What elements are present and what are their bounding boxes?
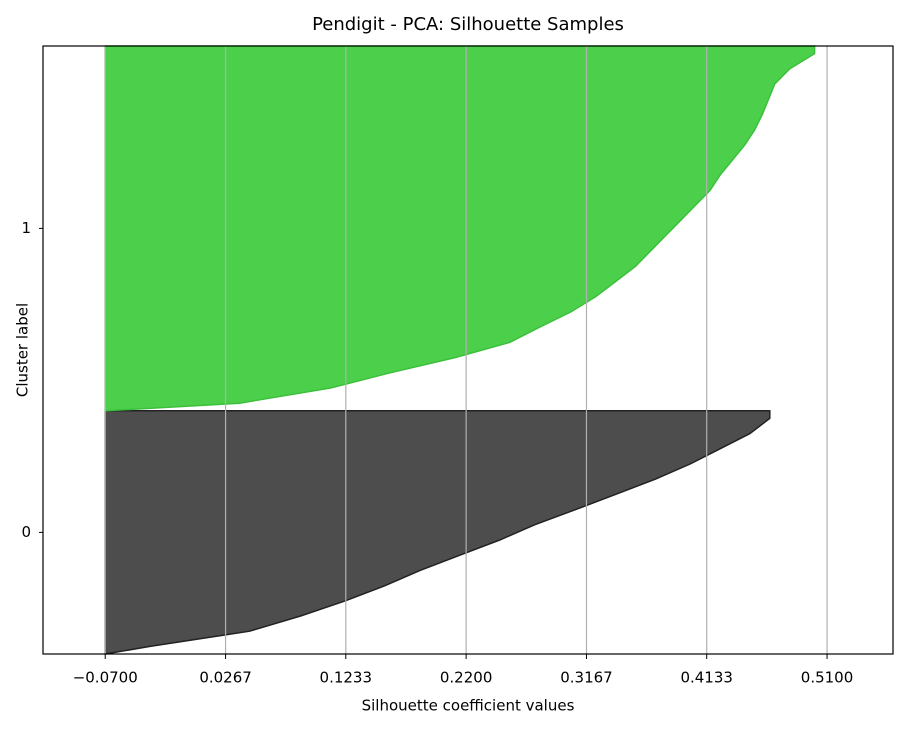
x-tick-label: 0.0267 — [199, 669, 252, 687]
y-axis-label: Cluster label — [14, 303, 32, 397]
x-tick-label: 0.2200 — [440, 669, 493, 687]
plot-frame — [42, 45, 894, 655]
silhouette-area — [104, 45, 816, 412]
x-tick-label: −0.0700 — [73, 669, 138, 687]
x-tick-label: 0.5100 — [801, 669, 854, 687]
y-tick-label: 0 — [21, 523, 31, 541]
x-tick-label: 0.3167 — [560, 669, 613, 687]
x-tick-label: 0.4133 — [680, 669, 733, 687]
chart-title: Pendigit - PCA: Silhouette Samples — [312, 14, 624, 35]
x-axis-label: Silhouette coefficient values — [362, 697, 575, 715]
x-tick-label: 0.1233 — [320, 669, 373, 687]
silhouette-area — [104, 410, 771, 655]
y-tick-label: 1 — [21, 219, 31, 237]
